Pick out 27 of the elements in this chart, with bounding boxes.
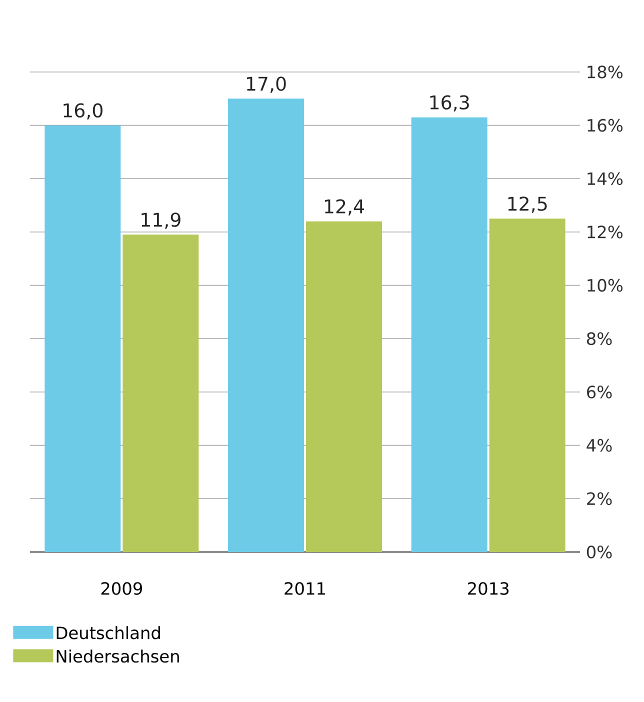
data-label: 17,0	[247, 76, 286, 93]
y-tick-label: 4%	[586, 438, 612, 452]
data-label: 12,4	[325, 199, 364, 216]
y-tick-label: 18%	[588, 66, 623, 78]
y-tick-label: 14%	[588, 172, 623, 186]
bar	[306, 221, 382, 552]
bar	[489, 218, 566, 552]
bar	[122, 234, 199, 552]
bar	[44, 125, 121, 552]
y-tick-label: 2%	[587, 492, 612, 506]
data-label: 11,9	[142, 212, 180, 229]
data-label: 16,3	[430, 95, 469, 112]
y-tick-label: 6%	[587, 386, 612, 398]
y-tick-label: 16%	[588, 118, 623, 132]
legend-label: Deutschland	[56, 626, 160, 640]
bar	[411, 117, 488, 552]
x-tick-label: 2009	[101, 582, 142, 595]
y-tick-label: 10%	[588, 278, 623, 292]
y-tick-label: 12%	[588, 226, 623, 238]
data-label: 12,5	[508, 196, 547, 213]
bar	[228, 98, 304, 552]
data-label: 16,0	[64, 103, 102, 120]
y-tick-label: 0%	[586, 546, 612, 558]
x-tick-label: 2013	[468, 582, 509, 595]
legend-label: Niedersachsen	[56, 650, 179, 663]
x-tick-label: 2011	[284, 582, 325, 595]
y-tick-label: 8%	[587, 332, 612, 346]
